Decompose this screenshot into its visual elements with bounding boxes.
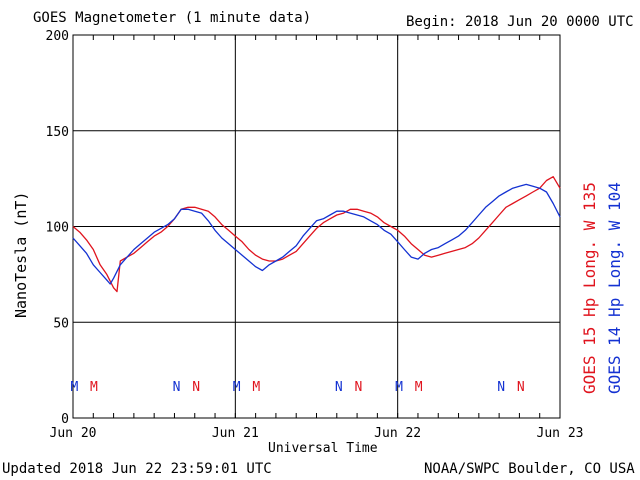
x-tick-label: Jun 22 bbox=[374, 426, 421, 441]
series-goes14-line bbox=[72, 183, 561, 285]
y-tick-label: 200 bbox=[46, 29, 69, 44]
x-tick-label: Jun 23 bbox=[537, 426, 584, 441]
noon-marker-goes15: N bbox=[517, 380, 525, 395]
midnight-marker-goes15: M bbox=[415, 380, 423, 395]
midnight-marker-goes15: M bbox=[90, 380, 98, 395]
x-tick-label: Jun 20 bbox=[50, 426, 97, 441]
midnight-marker-goes14: M bbox=[395, 380, 403, 395]
x-axis-label: Universal Time bbox=[268, 441, 378, 456]
midnight-marker-goes15: M bbox=[252, 380, 260, 395]
y-axis-label: NanoTesla (nT) bbox=[12, 191, 30, 318]
chart-title: GOES Magnetometer (1 minute data) bbox=[33, 10, 312, 26]
noon-marker-goes14: N bbox=[497, 380, 505, 395]
source-label: NOAA/SWPC Boulder, CO USA bbox=[424, 461, 635, 477]
updated-time: Updated 2018 Jun 22 23:59:01 UTC bbox=[2, 461, 272, 477]
y-tick-label: 50 bbox=[53, 316, 69, 331]
y-tick-label: 100 bbox=[46, 221, 69, 236]
x-tick-label: Jun 21 bbox=[212, 426, 259, 441]
y-tick-label: 0 bbox=[61, 412, 69, 427]
noon-marker-goes15: N bbox=[192, 380, 200, 395]
midnight-marker-goes14: M bbox=[233, 380, 241, 395]
y-tick-label: 150 bbox=[46, 125, 69, 140]
noon-marker-goes14: N bbox=[335, 380, 343, 395]
noon-marker-goes14: N bbox=[173, 380, 181, 395]
legend-goes15: GOES 15 Hp Long. W 135 bbox=[580, 182, 599, 394]
begin-time: Begin: 2018 Jun 20 0000 UTC bbox=[406, 14, 634, 30]
series-goes15-line bbox=[72, 176, 561, 293]
midnight-marker-goes14: M bbox=[70, 380, 78, 395]
legend-goes14: GOES 14 Hp Long. W 104 bbox=[605, 182, 624, 394]
noon-marker-goes15: N bbox=[355, 380, 363, 395]
